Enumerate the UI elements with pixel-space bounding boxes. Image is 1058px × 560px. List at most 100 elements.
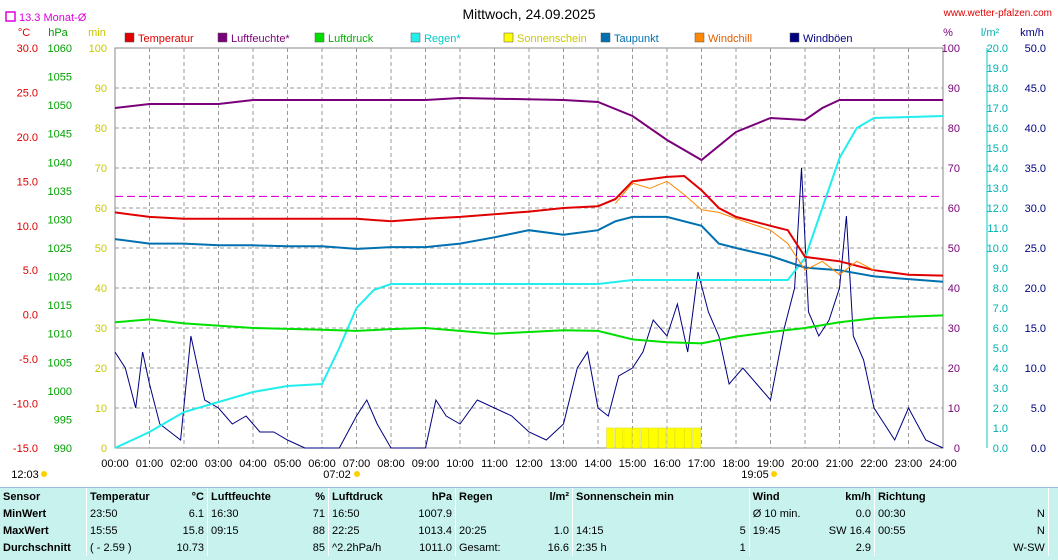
y-tick-label-rain: 16.0 bbox=[987, 123, 1008, 135]
series-taupunkt bbox=[114, 215, 944, 283]
y-tick-label-pressure: 1045 bbox=[48, 129, 72, 141]
y-tick-label-pressure: 1010 bbox=[48, 329, 72, 341]
sunshine-bar bbox=[692, 427, 701, 449]
x-tick-label: 07:00 bbox=[343, 458, 371, 470]
grid bbox=[114, 47, 944, 449]
series-regen bbox=[114, 115, 944, 449]
hdr-rain-unit: l/m² bbox=[549, 490, 569, 503]
y-tick-label-humidity: 20 bbox=[948, 363, 960, 375]
y-tick-label-pressure: 1050 bbox=[48, 100, 72, 112]
hdr-temp-unit: °C bbox=[191, 490, 204, 503]
y-tick-label-wind: 10.0 bbox=[1025, 363, 1046, 375]
row-label: MinWert bbox=[3, 507, 47, 520]
cell: 15.8 bbox=[182, 524, 204, 537]
cell: W-SW bbox=[1013, 541, 1045, 554]
cell bbox=[455, 505, 522, 522]
legend-label: Luftfeuchte* bbox=[231, 33, 290, 45]
x-tick-label: 24:00 bbox=[929, 458, 957, 470]
cell: SW 16.4 bbox=[828, 524, 871, 537]
y-tick-label-rain: 8.0 bbox=[993, 283, 1008, 295]
unit-min: min bbox=[88, 27, 106, 39]
unit-kmh: km/h bbox=[1020, 27, 1044, 39]
y-tick-label-humidity: 100 bbox=[942, 43, 960, 55]
hdr-rain: Regen bbox=[455, 488, 522, 505]
series-windchill bbox=[614, 180, 875, 276]
site-link[interactable]: www.wetter-pfalzen.com bbox=[943, 8, 1052, 19]
cell: 00:55 bbox=[873, 522, 957, 539]
cell: N bbox=[1036, 507, 1045, 520]
y-tick-label-temp: 5.0 bbox=[23, 265, 38, 277]
sunshine-bar bbox=[675, 427, 684, 449]
sunset-icon bbox=[771, 471, 777, 477]
y-tick-label-rain: 11.0 bbox=[987, 223, 1008, 235]
x-tick-label: 02:00 bbox=[170, 458, 198, 470]
x-tick-label: 12:00 bbox=[515, 458, 543, 470]
y-tick-label-wind: 40.0 bbox=[1025, 123, 1046, 135]
sunshine-bar bbox=[658, 427, 667, 449]
y-tick-label-rain: 12.0 bbox=[987, 203, 1008, 215]
x-tick-label: 14:00 bbox=[584, 458, 612, 470]
row-label: Durchschnitt bbox=[3, 541, 71, 554]
cell: 71 bbox=[312, 507, 325, 520]
y-tick-label-sunshine: 70 bbox=[95, 163, 107, 175]
stats-filler bbox=[1047, 522, 1058, 539]
y-tick-label-wind: 0.0 bbox=[1031, 443, 1046, 455]
cell: 1 bbox=[739, 541, 746, 554]
cell: 16:50 bbox=[328, 505, 405, 522]
stats-header-row: Sensor Temperatur °C Luftfeuchte % Luftd… bbox=[0, 488, 1058, 505]
legend-swatch bbox=[314, 32, 325, 43]
weather-chart: 00:00 01:00 02:00 03:00 04:00 05:00 06:00 07:00… bbox=[5, 6, 1052, 481]
statistics-table: Sensor Temperatur °C Luftfeuchte % Luftd… bbox=[0, 487, 1058, 560]
y-tick-label-sunshine: 0 bbox=[101, 443, 107, 455]
legend-swatch bbox=[410, 32, 421, 43]
plot-area bbox=[114, 96, 944, 449]
cell: 22:25 bbox=[328, 522, 405, 539]
y-tick-label-sunshine: 20 bbox=[95, 363, 107, 375]
x-tick-label: 10:00 bbox=[446, 458, 474, 470]
y-tick-label-temp: 0.0 bbox=[23, 310, 38, 322]
y-tick-label-pressure: 1020 bbox=[48, 272, 72, 284]
legend-swatch bbox=[600, 32, 611, 43]
hdr-humidity-unit: % bbox=[315, 490, 325, 503]
unit-pressure: hPa bbox=[48, 27, 68, 39]
y-tick-label-pressure: 1015 bbox=[48, 300, 72, 312]
cell: Gesamt: bbox=[455, 539, 522, 556]
x-tick-label: 05:00 bbox=[274, 458, 302, 470]
y-tick-label-rain: 10.0 bbox=[987, 243, 1008, 255]
stats-filler bbox=[1047, 539, 1058, 556]
y-tick-label-temp: 25.0 bbox=[17, 87, 38, 99]
y-tick-label-rain: 2.0 bbox=[993, 403, 1008, 415]
y-tick-label-temp: -5.0 bbox=[19, 354, 38, 366]
y-tick-label-pressure: 1040 bbox=[48, 157, 72, 169]
cell bbox=[522, 505, 573, 522]
stats-row-min: MinWert 23:50 6.1 16:30 71 16:50 1007.9 … bbox=[0, 505, 1058, 522]
cell: 16:30 bbox=[207, 505, 294, 522]
y-tick-label-wind: 30.0 bbox=[1025, 203, 1046, 215]
y-tick-label-pressure: 1005 bbox=[48, 357, 72, 369]
cell bbox=[572, 505, 705, 522]
y-tick-label-rain: 15.0 bbox=[987, 143, 1008, 155]
stats-filler bbox=[1047, 488, 1058, 505]
cell: 20:25 bbox=[455, 522, 522, 539]
cell: 85 bbox=[312, 541, 325, 554]
cell: 0.0 bbox=[855, 507, 871, 520]
hdr-wind-unit: km/h bbox=[845, 490, 871, 503]
cell: 14:15 bbox=[572, 522, 705, 539]
legend-label: Luftdruck bbox=[328, 33, 374, 45]
legend: Temperatur Luftfeuchte* Luftdruck Regen* Son… bbox=[124, 32, 853, 45]
cell: 16.6 bbox=[547, 541, 569, 554]
y-tick-label-temp: -10.0 bbox=[13, 399, 38, 411]
x-tick-label: 17:00 bbox=[688, 458, 716, 470]
y-tick-label-humidity: 30 bbox=[948, 323, 960, 335]
cell: 23:50 bbox=[86, 505, 173, 522]
sunrise-label: 07:02 bbox=[323, 469, 351, 481]
x-tick-label: 22:00 bbox=[860, 458, 888, 470]
cell: 88 bbox=[312, 524, 325, 537]
y-tick-label-pressure: 1060 bbox=[48, 43, 72, 55]
hdr-sunshine: Sonnenschein min bbox=[572, 488, 750, 505]
y-tick-label-humidity: 40 bbox=[948, 283, 960, 295]
cell: 5 bbox=[739, 524, 746, 537]
y-tick-label-temp: -15.0 bbox=[13, 443, 38, 455]
y-tick-label-sunshine: 10 bbox=[95, 403, 107, 415]
x-tick-label: 11:00 bbox=[481, 458, 508, 470]
